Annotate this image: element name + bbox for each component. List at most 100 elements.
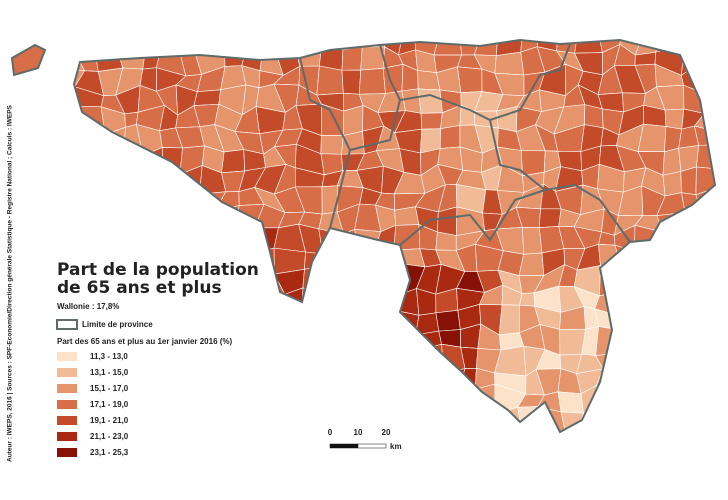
municipality — [299, 446, 319, 474]
municipality — [402, 350, 417, 377]
municipality — [439, 125, 461, 149]
municipality — [442, 468, 465, 493]
municipality — [420, 468, 445, 493]
municipality — [635, 464, 664, 495]
municipality — [458, 433, 485, 454]
municipality — [355, 475, 385, 495]
municipality — [614, 310, 645, 330]
municipality — [20, 366, 40, 395]
municipality — [521, 485, 541, 500]
municipality — [17, 27, 42, 49]
municipality — [318, 327, 341, 353]
municipality — [521, 469, 546, 491]
municipality — [118, 166, 142, 192]
municipality — [215, 404, 236, 431]
municipality — [44, 490, 64, 500]
municipality — [137, 348, 166, 376]
municipality — [273, 364, 301, 396]
scale-tick: 20 — [382, 428, 391, 437]
legend-swatch — [57, 416, 77, 425]
municipality — [261, 293, 286, 311]
municipality — [280, 493, 300, 500]
municipality — [601, 427, 618, 432]
municipality — [665, 305, 685, 336]
municipality — [37, 428, 60, 451]
municipality — [357, 250, 376, 273]
municipality — [519, 292, 535, 307]
municipality — [401, 446, 419, 472]
municipality — [197, 494, 226, 500]
municipality — [15, 148, 39, 172]
municipality — [662, 464, 680, 494]
municipality — [158, 387, 184, 413]
municipality — [139, 367, 166, 388]
municipality — [161, 40, 183, 52]
municipality — [20, 211, 43, 233]
municipality — [420, 112, 443, 130]
municipality — [121, 223, 146, 253]
municipality — [395, 466, 422, 491]
municipality — [656, 265, 676, 297]
municipality — [633, 288, 666, 317]
municipality — [177, 386, 198, 412]
municipality — [203, 345, 222, 375]
municipality — [384, 466, 404, 495]
legend-label: 17,1 - 19,0 — [90, 400, 129, 409]
municipality — [76, 166, 96, 189]
municipality — [660, 325, 683, 351]
municipality — [276, 405, 302, 431]
municipality — [377, 366, 403, 394]
municipality — [115, 40, 147, 47]
municipality — [457, 66, 483, 93]
municipality — [199, 470, 225, 496]
municipality — [21, 486, 46, 500]
municipality — [17, 445, 44, 476]
legend-title: Part des 65 ans et plus au 1er janvier 2… — [57, 337, 233, 346]
municipality — [662, 447, 684, 470]
municipality — [138, 40, 163, 47]
municipality — [660, 344, 685, 372]
municipality — [661, 431, 685, 432]
municipality — [75, 493, 106, 500]
municipality — [599, 446, 621, 474]
municipality — [341, 264, 363, 293]
scale-unit: km — [390, 442, 402, 451]
municipality — [680, 43, 706, 76]
municipality — [215, 426, 242, 432]
province-legend-label: Limite de province — [82, 320, 153, 329]
municipality — [199, 448, 223, 473]
municipality — [696, 264, 715, 288]
municipality — [317, 289, 346, 313]
municipality — [138, 425, 165, 432]
municipality — [339, 312, 364, 330]
municipality — [499, 485, 524, 500]
municipality — [437, 206, 458, 236]
municipality — [655, 388, 686, 416]
municipality — [273, 40, 299, 48]
municipality — [74, 167, 79, 190]
municipality — [294, 40, 325, 48]
municipality — [578, 485, 603, 500]
province-legend-swatch — [56, 319, 78, 330]
municipality — [244, 40, 264, 56]
municipality — [681, 40, 706, 55]
municipality — [154, 489, 183, 500]
municipality — [615, 406, 647, 429]
municipality — [634, 224, 663, 252]
municipality — [36, 228, 66, 251]
municipality — [358, 345, 378, 370]
municipality — [94, 223, 126, 256]
municipality — [280, 390, 303, 410]
municipality — [16, 244, 35, 271]
municipality — [23, 126, 40, 148]
municipality — [175, 447, 202, 474]
municipality — [674, 286, 704, 311]
municipality — [705, 489, 719, 500]
municipality — [156, 447, 175, 471]
municipality — [634, 267, 665, 296]
municipality — [178, 232, 197, 250]
municipality — [600, 485, 623, 500]
legend-swatch — [57, 400, 77, 409]
municipality — [522, 227, 543, 255]
municipality — [701, 285, 715, 311]
